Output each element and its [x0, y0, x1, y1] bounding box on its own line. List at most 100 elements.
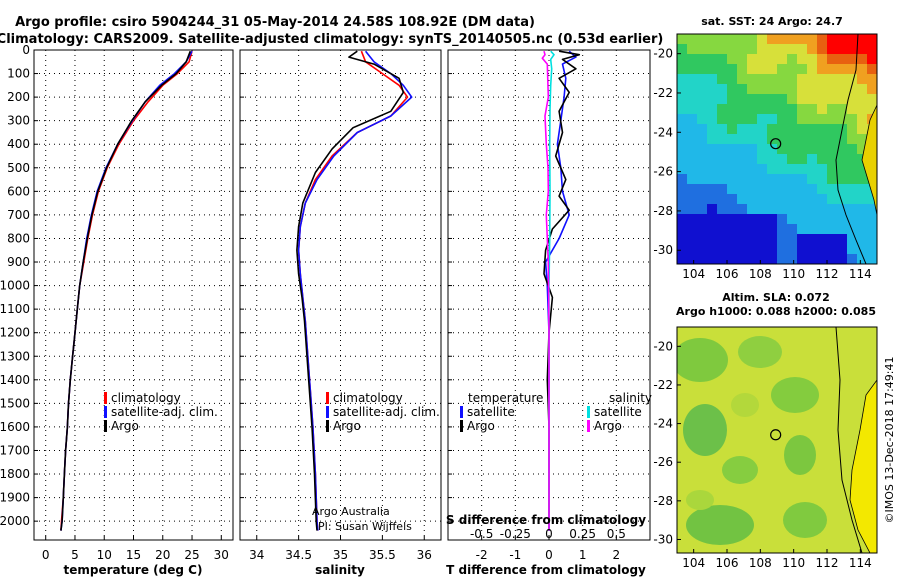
sst-cell [687, 154, 698, 165]
sst-cell [827, 44, 838, 55]
sst-cell [737, 204, 748, 215]
sst-cell [827, 164, 838, 175]
sst-cell [687, 164, 698, 175]
sst-argo-marker [770, 138, 782, 150]
sst-cell [837, 184, 848, 195]
sst-cell [757, 254, 768, 264]
sst-cell [727, 214, 738, 225]
sst-cell [767, 134, 778, 145]
sst-cell [737, 114, 748, 125]
sst-cell [727, 74, 738, 85]
sst-cell [837, 74, 848, 85]
sst-cell [827, 184, 838, 195]
sst-cell [747, 234, 758, 245]
sst-cell [787, 234, 798, 245]
sst-cell [687, 114, 698, 125]
sst-cell [747, 154, 758, 165]
legend-label-climatology: climatology [111, 391, 181, 405]
sst-cell [827, 84, 838, 95]
sst-cell [677, 64, 688, 75]
sst-cell [677, 244, 688, 255]
sst-cell [687, 44, 698, 55]
sst-cell [837, 104, 848, 115]
sst-cell [737, 134, 748, 145]
y-tick-label: 500 [7, 161, 30, 175]
sst-cell [747, 214, 758, 225]
sst-cell [867, 244, 877, 255]
sst-cell [677, 154, 688, 165]
x-tick-label: 34 [249, 548, 264, 562]
series-line-salinity-argo [541, 50, 550, 531]
sst-cell [827, 174, 838, 185]
sst-cell [817, 224, 828, 235]
sst-cell [787, 244, 798, 255]
sst-cell [817, 144, 828, 155]
map-lat-label: -28 [653, 494, 673, 508]
sst-cell [797, 34, 808, 45]
sst-cell [827, 114, 838, 125]
sst-cell [797, 84, 808, 95]
sst-cell [827, 124, 838, 135]
y-tick-label: 1300 [0, 349, 30, 363]
sla-map-frame [676, 326, 878, 554]
y-tick-label: 800 [7, 231, 30, 245]
sst-cell [687, 134, 698, 145]
sst-cell [687, 254, 698, 264]
sst-cell [777, 154, 788, 165]
sla-low-5 [722, 456, 758, 484]
sst-cell [787, 174, 798, 185]
sst-cell [677, 84, 688, 95]
sst-cell [687, 194, 698, 205]
sst-cell [787, 34, 798, 45]
sst-cell [727, 244, 738, 255]
sst-cell [777, 214, 788, 225]
top-x-tick-label: -0.25 [500, 527, 531, 541]
x-tick-label: 35 [333, 548, 348, 562]
salinity-xlabel: salinity [315, 563, 365, 577]
series-line-satellite-adj-clim- [297, 50, 413, 531]
sst-cell [707, 64, 718, 75]
sst-cell [777, 194, 788, 205]
sst-cell [737, 214, 748, 225]
sst-cell [717, 54, 728, 65]
sst-cell [867, 34, 877, 45]
sst-cell [757, 114, 768, 125]
sst-cell [747, 134, 758, 145]
sst-cell [767, 174, 778, 185]
sst-cell [837, 144, 848, 155]
sst-cell [757, 164, 768, 175]
series-line-argo [60, 50, 192, 531]
legend-swatch-climatology [104, 392, 107, 404]
sst-cell [757, 194, 768, 205]
sst-cell [857, 204, 868, 215]
sst-cell [707, 224, 718, 235]
x-tick-label: 0 [42, 548, 50, 562]
sst-cell [677, 214, 688, 225]
map-lat-label: -28 [653, 204, 673, 218]
sst-cell [767, 34, 778, 45]
x-tick-label: 30 [214, 548, 229, 562]
sst-cell [687, 224, 698, 235]
sst-cell [797, 234, 808, 245]
sst-cell [837, 64, 848, 75]
sst-cell [847, 114, 858, 125]
sst-cell [817, 64, 828, 75]
legend-heading-salinity: salinity [609, 391, 652, 405]
x-tick-label: 35.5 [369, 548, 396, 562]
sst-cell [797, 214, 808, 225]
sst-cell [677, 124, 688, 135]
sst-cell [857, 44, 868, 55]
sst-cell [857, 214, 868, 225]
sst-cell [787, 214, 798, 225]
sst-cell [737, 184, 748, 195]
map-lon-label: 110 [782, 556, 805, 570]
x-tick-label: 36 [417, 548, 432, 562]
sst-cell [817, 94, 828, 105]
sst-cell [697, 204, 708, 215]
sst-cell [867, 74, 877, 85]
sla-low-4 [683, 404, 727, 456]
sst-cell [747, 114, 758, 125]
sst-cell [707, 254, 718, 264]
sst-cell [707, 144, 718, 155]
sst-cell [677, 74, 688, 85]
